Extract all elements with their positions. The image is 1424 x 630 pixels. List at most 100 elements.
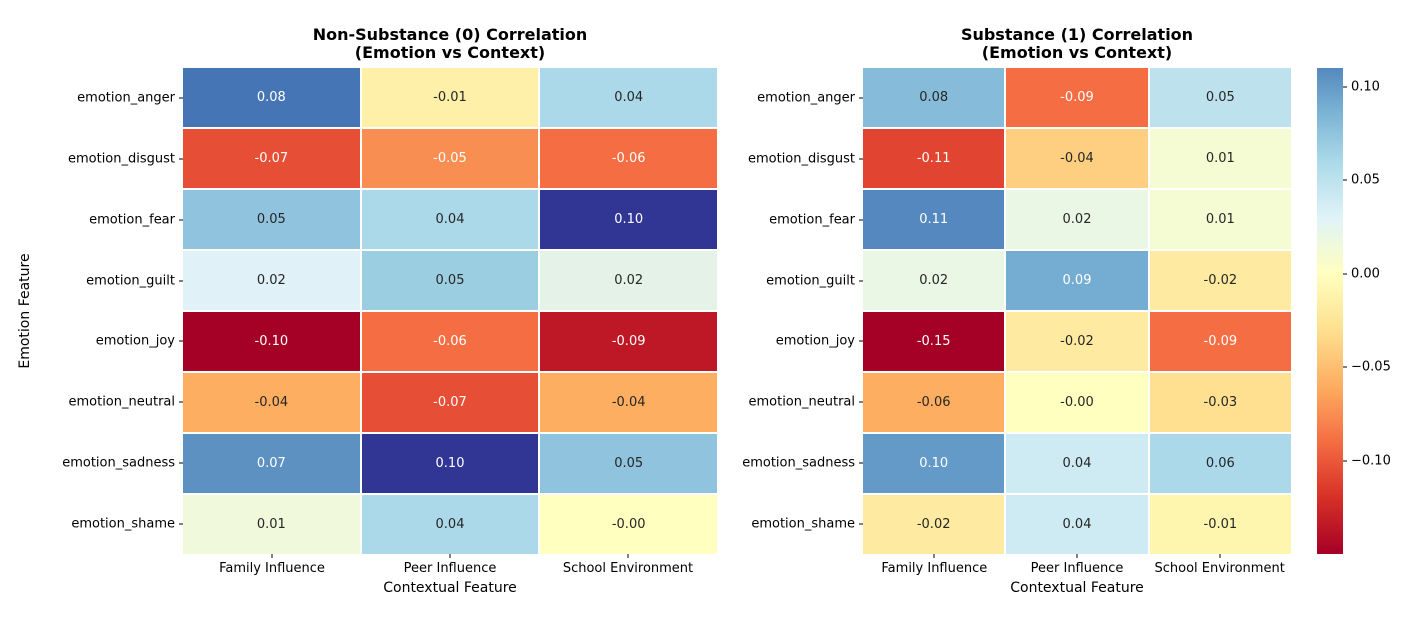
heatmap-cell: 0.04	[540, 68, 717, 127]
heatmap-cell: 0.10	[361, 434, 539, 493]
heatmap-cell: 0.01	[183, 495, 360, 554]
heatmap-grid: 0.08 -0.01 0.04 -0.07 -0.05 -0.06 0.05 0.04 0.10…	[183, 68, 717, 554]
colorbar-tick-mark	[1343, 460, 1347, 462]
y-tick-label: emotion_guilt	[86, 273, 175, 289]
heatmap-cell: 0.05	[540, 434, 717, 493]
y-tick-mark	[859, 97, 863, 99]
x-axis-label: Contextual Feature	[1010, 580, 1144, 596]
colorbar-tick-label: −0.10	[1351, 453, 1391, 469]
y-tick-label: emotion_fear	[769, 212, 855, 228]
heatmap-cell: 0.01	[1149, 129, 1291, 188]
heatmap-cell: 0.02	[1006, 190, 1148, 249]
heatmap-cell: -0.01	[1149, 495, 1291, 554]
heatmap-cell: 0.10	[863, 434, 1005, 493]
x-tick-mark	[627, 554, 629, 558]
x-tick-label: School Environment	[562, 561, 694, 576]
y-tick-mark	[859, 401, 863, 403]
heatmap-cell: -0.15	[863, 312, 1005, 371]
heatmap-cell: 0.01	[1149, 190, 1291, 249]
y-tick-label: emotion_shame	[71, 516, 175, 532]
heatmap-cell: -0.02	[1149, 251, 1291, 310]
heatmap-cell: -0.05	[361, 129, 539, 188]
heatmap-cell: 0.08	[183, 68, 360, 127]
y-axis-label: Emotion Feature	[17, 253, 33, 369]
colorbar-tick-mark	[1343, 179, 1347, 181]
chart-title-line: (Emotion vs Context)	[981, 43, 1173, 62]
y-tick-label: emotion_disgust	[67, 151, 175, 167]
heatmap-cell: -0.06	[540, 129, 717, 188]
chart-title-line: Non-Substance (0) Correlation	[312, 25, 588, 44]
heatmap-left: Non-Substance (0) Correlation (Emotion v…	[17, 26, 717, 596]
y-tick-mark	[179, 523, 183, 525]
heatmap-cell: 0.05	[1149, 68, 1291, 127]
x-tick-mark	[933, 554, 935, 558]
x-tick-mark	[1219, 554, 1221, 558]
y-tick-mark	[179, 219, 183, 221]
heatmap-cell: 0.02	[863, 251, 1005, 310]
colorbar-tick-mark	[1343, 366, 1347, 368]
heatmap-cell: 0.07	[183, 434, 360, 493]
y-tick-label: emotion_joy	[95, 333, 175, 349]
heatmap-cell: 0.05	[361, 251, 539, 310]
y-tick-mark	[179, 158, 183, 160]
chart-title-right: Substance (1) Correlation (Emotion vs Co…	[961, 26, 1193, 62]
heatmap-cell: -0.02	[863, 495, 1005, 554]
y-tick-label: emotion_guilt	[766, 273, 855, 289]
heatmap-cell: 0.11	[863, 190, 1005, 249]
y-tick-label: emotion_anger	[77, 90, 175, 106]
y-tick-mark	[859, 340, 863, 342]
x-tick-mark	[271, 554, 273, 558]
y-tick-label: emotion_joy	[775, 333, 855, 349]
heatmap-cell: 0.04	[361, 190, 539, 249]
heatmap-cell: 0.10	[540, 190, 717, 249]
y-tick-label: emotion_neutral	[748, 394, 855, 410]
y-tick-label: emotion_neutral	[68, 394, 175, 410]
x-tick-label: Peer Influence	[1030, 561, 1124, 576]
heatmap-grid: 0.08 -0.09 0.05 -0.11 -0.04 0.01 0.11 0.02 0.01 0…	[863, 68, 1291, 554]
y-tick-mark	[179, 462, 183, 464]
heatmap-cell: 0.04	[361, 495, 539, 554]
y-tick-label: emotion_sadness	[62, 455, 175, 471]
heatmap-cell: 0.04	[1006, 434, 1148, 493]
y-tick-mark	[859, 462, 863, 464]
y-tick-mark	[179, 340, 183, 342]
heatmap-cell: -0.11	[863, 129, 1005, 188]
y-tick-mark	[859, 523, 863, 525]
heatmap-cell: -0.02	[1006, 312, 1148, 371]
y-tick-label: emotion_anger	[757, 90, 855, 106]
heatmap-cell: 0.04	[1006, 495, 1148, 554]
heatmap-cell: 0.02	[183, 251, 360, 310]
heatmap-cell: -0.09	[1149, 312, 1291, 371]
heatmap-cell: -0.07	[183, 129, 360, 188]
y-tick-mark	[859, 158, 863, 160]
heatmap-cell: -0.09	[540, 312, 717, 371]
heatmap-cell: 0.08	[863, 68, 1005, 127]
x-tick-mark	[449, 554, 451, 558]
y-tick-label: emotion_sadness	[742, 455, 855, 471]
heatmap-cell: 0.06	[1149, 434, 1291, 493]
colorbar: 0.10 0.05 0.00 −0.05 −0.10	[1317, 68, 1391, 554]
chart-title-line: Substance (1) Correlation	[960, 25, 1194, 44]
chart-title-line: (Emotion vs Context)	[354, 43, 546, 62]
heatmap-cell: -0.04	[1006, 129, 1148, 188]
y-tick-mark	[859, 219, 863, 221]
heatmap-cell: 0.02	[540, 251, 717, 310]
x-tick-label: School Environment	[1154, 561, 1285, 576]
x-tick-label: Peer Influence	[403, 561, 497, 576]
heatmap-cell: -0.03	[1149, 373, 1291, 432]
y-tick-label: emotion_fear	[89, 212, 175, 228]
heatmap-cell: 0.05	[183, 190, 360, 249]
heatmap-cell: -0.10	[183, 312, 360, 371]
heatmap-cell: -0.01	[361, 68, 539, 127]
y-tick-label: emotion_shame	[751, 516, 855, 532]
colorbar-tick-label: 0.00	[1351, 266, 1380, 282]
y-tick-mark	[179, 401, 183, 403]
chart-title-left: Non-Substance (0) Correlation (Emotion v…	[313, 26, 588, 62]
x-tick-mark	[1076, 554, 1078, 558]
y-tick-mark	[859, 280, 863, 282]
y-tick-mark	[179, 97, 183, 99]
colorbar-tick-mark	[1343, 86, 1347, 88]
heatmap-cell: -0.06	[863, 373, 1005, 432]
x-tick-label: Family Influence	[219, 561, 325, 576]
